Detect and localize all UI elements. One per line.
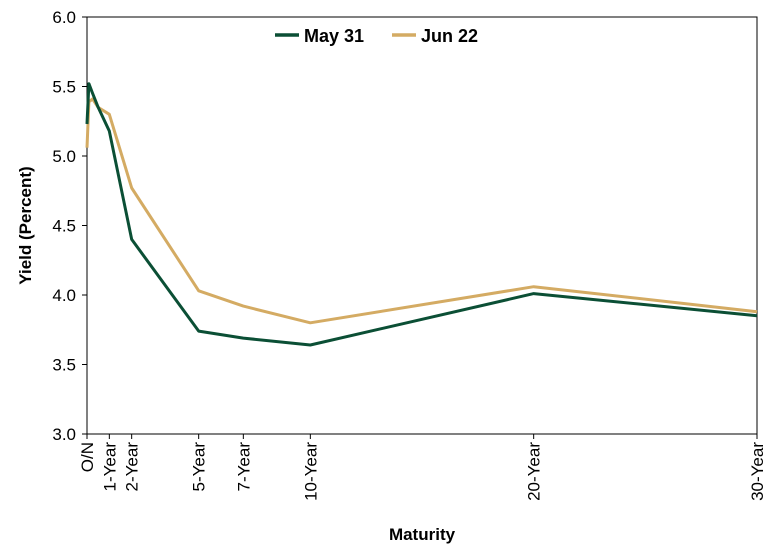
series-lines <box>85 82 758 347</box>
y-axis-title: Yield (Percent) <box>16 166 35 284</box>
y-tick-label: 5.0 <box>52 147 76 166</box>
series-line-jun-22 <box>85 97 758 325</box>
series-line-may-31 <box>85 82 758 347</box>
x-axis: O/N 1-Year 2-Year 5-Year 7-Year 10-Year 20-Yea… <box>78 434 767 501</box>
x-axis-title: Maturity <box>389 525 456 544</box>
y-tick-label: 4.0 <box>52 286 76 305</box>
y-tick-label: 6.0 <box>52 8 76 27</box>
y-tick-label: 3.0 <box>52 425 76 444</box>
x-tick-label: 2-Year <box>123 442 142 492</box>
plot-border <box>86 16 758 435</box>
y-axis: 3.0 3.5 4.0 4.5 5.0 5.5 6.0 <box>52 8 87 444</box>
plot-frame <box>86 16 758 435</box>
legend-label: May 31 <box>304 26 364 46</box>
y-tick-label: 5.5 <box>52 78 76 97</box>
x-tick-label: 5-Year <box>190 442 209 492</box>
x-tick-label: 1-Year <box>100 442 119 492</box>
x-tick-label: 20-Year <box>525 442 544 501</box>
legend-label: Jun 22 <box>421 26 478 46</box>
legend: May 31 Jun 22 <box>275 26 478 46</box>
x-tick-label: O/N <box>78 442 97 472</box>
y-tick-label: 3.5 <box>52 356 76 375</box>
x-tick-label: 10-Year <box>301 442 320 501</box>
x-tick-label: 30-Year <box>748 442 767 501</box>
x-tick-label: 7-Year <box>234 442 253 492</box>
y-tick-label: 4.5 <box>52 217 76 236</box>
